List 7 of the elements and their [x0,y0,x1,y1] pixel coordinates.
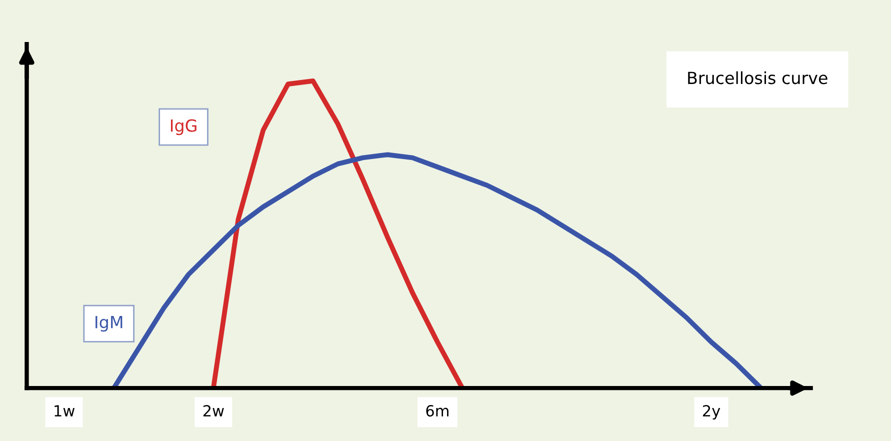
x-tick-label: 6m [426,405,448,417]
text: IgG [170,119,196,136]
chart-title: Brucellosis curve [688,71,828,84]
x-tick-label: 1w [54,405,75,416]
x-tick-label: 2w [203,405,224,416]
series-label: IgM [96,316,122,332]
x-tick-label: 2y [702,405,720,420]
